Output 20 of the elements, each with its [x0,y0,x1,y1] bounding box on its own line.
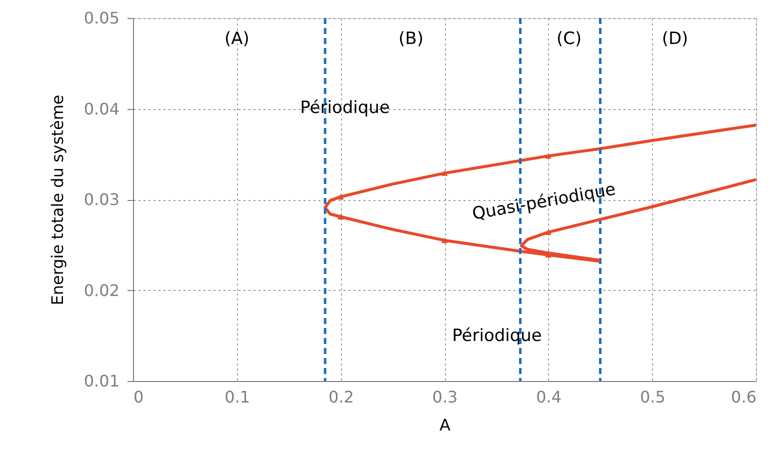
y-axis-title: Energie totale du système [48,94,67,306]
y-tick-label: 0.05 [84,8,120,28]
x-tick-label: 0.3 [432,388,458,406]
annotation: (A) [224,29,250,49]
x-tick-label: 0 [134,388,144,406]
x-tick-label: 0.6 [731,388,756,406]
x-tick-label: 0.2 [328,388,354,406]
annotation: Périodique [452,326,542,346]
annotation: Périodique [300,98,390,118]
y-tick-label: 0.02 [84,280,120,300]
y-tick-label: 0.04 [84,99,120,118]
annotation: (D) [662,29,688,49]
x-tick-label: 0.4 [536,388,562,406]
annotation: (B) [398,29,424,49]
x-tick-label: 0.5 [640,388,666,406]
x-tick-label: 0.1 [224,388,250,406]
y-tick-label: 0.01 [84,372,120,390]
y-tick-label: 0.03 [84,190,120,209]
annotation: (C) [556,29,582,49]
x-axis-title: A [440,416,451,434]
